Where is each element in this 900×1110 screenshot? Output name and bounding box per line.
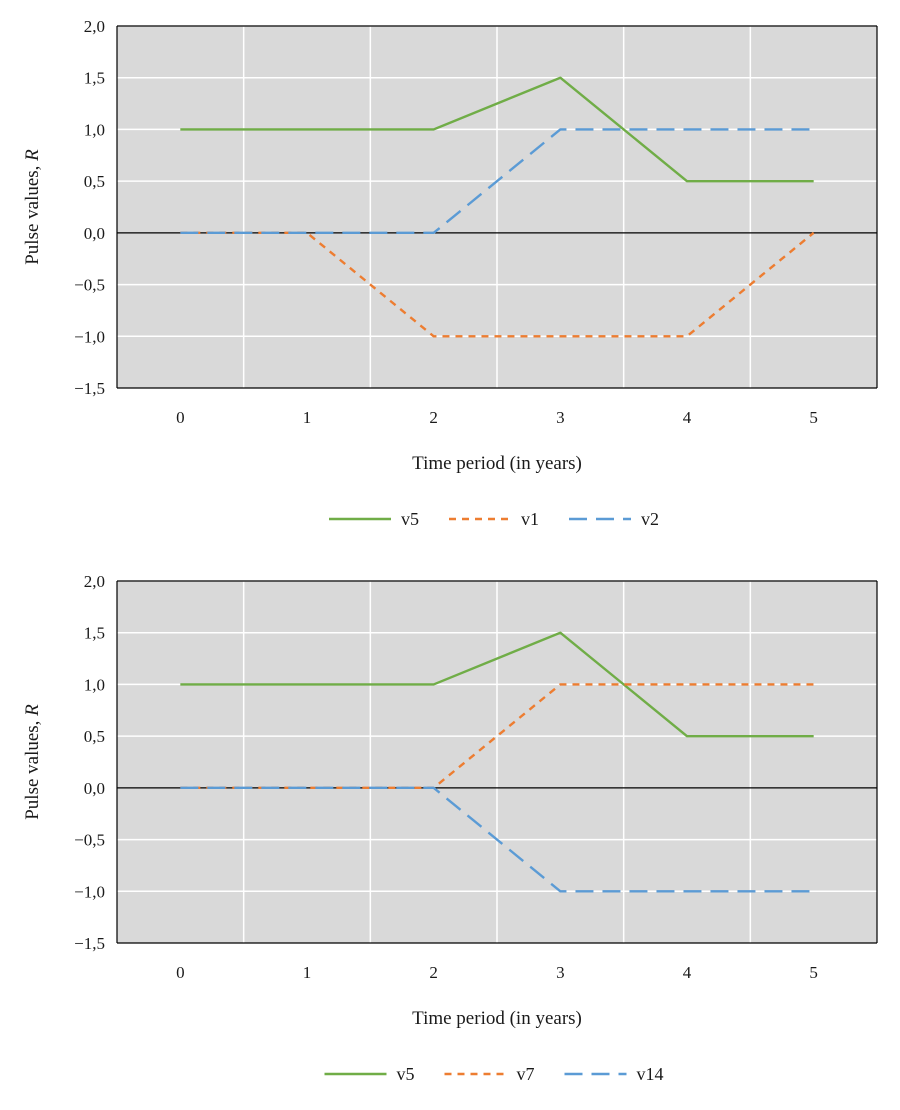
series-line-v1 (180, 231, 815, 338)
x-tick-label: 1 (303, 408, 312, 427)
x-tick-label: 5 (809, 408, 818, 427)
y-tick-label: 0,5 (84, 727, 105, 746)
x-tick-label: 2 (429, 963, 438, 982)
x-tick-label: 4 (683, 963, 692, 982)
series-line-v7 (180, 683, 814, 790)
y-axis-title-symbol: R (22, 149, 43, 162)
x-tick-label: 4 (683, 408, 692, 427)
x-tick-label: 5 (809, 963, 818, 982)
series-line-v5 (180, 76, 814, 183)
y-tick-label: 1,0 (84, 675, 105, 694)
y-tick-label: 0,0 (84, 779, 105, 798)
legend-label-v5: v5 (397, 1064, 415, 1084)
y-axis-title: Pulse values, R (22, 149, 43, 265)
chart-bottom: 2,0 1,5 1,0 0,5 0,0 −0,5 −1,0 −1,5 0 1 2 3 4 5 Time pe… (22, 572, 878, 1084)
y-tick-label: −0,5 (74, 831, 105, 850)
x-tick-label: 2 (429, 408, 438, 427)
y-tick-label: 1,5 (84, 624, 105, 643)
series-line-v14 (180, 786, 814, 893)
series-line-v2 (180, 128, 814, 235)
y-tick-label: 0,0 (84, 224, 105, 243)
y-tick-label: −1,0 (74, 882, 105, 901)
x-tick-label: 0 (176, 963, 185, 982)
y-tick-label: −1,5 (74, 379, 105, 398)
legend-label-v5: v5 (401, 509, 419, 529)
y-tick-label: −1,5 (74, 934, 105, 953)
y-axis-title: Pulse values, R (22, 704, 43, 820)
y-tick-label: 1,0 (84, 120, 105, 139)
legend-label-v14: v14 (637, 1064, 664, 1084)
x-tick-label: 1 (303, 963, 312, 982)
legend: v5 v7 v14 (324, 1064, 664, 1084)
y-tick-label: −1,0 (74, 327, 105, 346)
x-axis-title: Time period (in years) (412, 1008, 582, 1029)
x-tick-label: 3 (556, 963, 565, 982)
legend-label-v2: v2 (641, 509, 659, 529)
y-axis-title-text: Pulse values, (22, 161, 43, 265)
series-line-v5 (180, 631, 814, 738)
x-tick-label: 3 (556, 408, 565, 427)
y-tick-label: 1,5 (84, 69, 105, 88)
y-tick-label: 2,0 (84, 17, 105, 36)
legend: v5 v1 v2 (329, 509, 659, 529)
legend-label-v1: v1 (521, 509, 539, 529)
y-tick-label: −0,5 (74, 276, 105, 295)
x-axis-title: Time period (in years) (412, 453, 582, 474)
legend-label-v7: v7 (517, 1064, 535, 1084)
y-tick-label: 2,0 (84, 572, 105, 591)
x-tick-label: 0 (176, 408, 185, 427)
y-axis-title-text: Pulse values, (22, 716, 43, 820)
chart-top: 2,0 1,5 1,0 0,5 0,0 −0,5 −1,0 −1,5 0 1 2 3 4 5 Time pe… (22, 17, 878, 529)
y-tick-label: 0,5 (84, 172, 105, 191)
y-axis-title-symbol: R (22, 704, 43, 717)
